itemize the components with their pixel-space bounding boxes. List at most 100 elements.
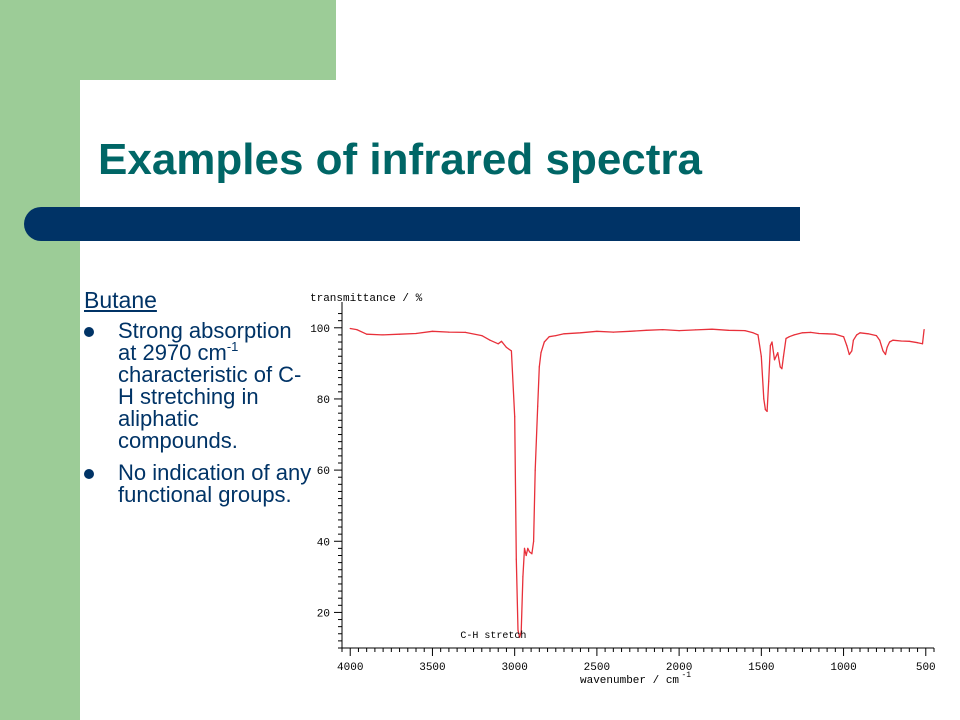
x-tick-label: 2000: [666, 662, 692, 674]
data-point: [525, 554, 527, 557]
data-point: [744, 330, 746, 332]
y-axis-label: transmittance / %: [310, 293, 423, 305]
data-point: [788, 336, 790, 338]
data-point: [431, 330, 433, 332]
data-point: [548, 336, 550, 338]
data-point: [766, 410, 768, 412]
data-point: [612, 331, 614, 333]
data-point: [884, 353, 887, 356]
data-point: [785, 337, 787, 340]
bullet-text: No indication of any functional groups.: [118, 460, 312, 507]
data-point: [846, 345, 848, 347]
data-point: [875, 335, 878, 337]
text-panel: Butane Strong absorption at 2970 cm-1 ch…: [84, 286, 314, 516]
data-point: [522, 576, 524, 578]
data-point: [533, 540, 535, 542]
y-tick-label: 60: [317, 466, 330, 478]
data-point: [497, 343, 499, 345]
x-tick-label: 2500: [584, 662, 610, 674]
data-point: [519, 636, 521, 638]
y-tick-label: 100: [310, 324, 330, 336]
data-point: [399, 333, 401, 335]
data-point: [867, 333, 869, 335]
y-tick-label: 40: [317, 537, 330, 549]
slide-title: Examples of infrared spectra: [98, 135, 703, 184]
data-point: [852, 339, 855, 341]
data-point: [527, 547, 529, 549]
data-point: [843, 336, 845, 338]
data-point: [505, 346, 507, 348]
data-point: [579, 332, 581, 334]
data-point: [892, 339, 894, 341]
spectrum-trace: [350, 327, 925, 638]
annotation-label: C-H stretch: [460, 630, 526, 642]
data-point: [534, 469, 536, 471]
data-point: [528, 551, 531, 553]
data-point: [500, 340, 503, 342]
bullet-text: Strong absorption at 2970 cm: [118, 318, 292, 365]
data-point: [515, 558, 517, 560]
data-point: [848, 353, 850, 356]
data-point: [834, 333, 836, 335]
axes: [334, 302, 935, 656]
data-point: [760, 355, 762, 357]
data-point: [771, 341, 773, 343]
x-tick-label: 1000: [830, 662, 856, 674]
data-point: [752, 332, 754, 334]
data-point: [695, 329, 697, 331]
x-tick-label: 3500: [419, 662, 445, 674]
data-point: [629, 330, 631, 332]
data-point: [882, 350, 884, 352]
top-band-decoration: [0, 0, 336, 80]
data-point: [764, 409, 766, 411]
data-point: [782, 355, 785, 357]
data-point: [563, 333, 565, 335]
data-point: [793, 334, 795, 336]
data-point: [757, 334, 759, 336]
data-point: [537, 405, 539, 407]
data-point: [879, 339, 881, 341]
data-point: [856, 334, 858, 336]
data-point: [763, 398, 765, 400]
data-point: [900, 340, 902, 342]
bullet-item: Strong absorption at 2970 cm-1 character…: [84, 320, 314, 452]
x-axis-label-superscript: -1: [682, 671, 692, 680]
data-point: [415, 332, 417, 335]
bullet-dot-icon: [84, 469, 94, 479]
spectrum-trace-layer: [349, 327, 925, 638]
data-point: [356, 329, 358, 331]
data-point: [851, 350, 853, 352]
data-point: [540, 352, 542, 354]
y-tick-label: 80: [317, 395, 330, 407]
superscript: -1: [226, 339, 239, 354]
data-point: [773, 359, 776, 361]
data-point: [481, 335, 483, 337]
data-point: [908, 340, 910, 342]
bullet-list: Strong absorption at 2970 cm-1 character…: [84, 320, 314, 506]
subhead: Butane: [84, 287, 157, 313]
x-tick-label: 500: [916, 662, 936, 674]
data-point: [489, 339, 491, 341]
labels: 20 40 60 80 100 4000 3500 3000 2500 2000 1500 1000 5…: [310, 293, 936, 687]
data-point: [366, 333, 368, 335]
sidebar-decoration: [0, 0, 80, 720]
y-tick-label: 20: [317, 608, 330, 620]
title-underline-bar: [24, 207, 800, 241]
bullet-item: No indication of any functional groups.: [84, 462, 314, 506]
ir-spectrum-chart: 20 40 60 80 100 4000 3500 3000 2500 2000 1500 1000 5…: [310, 293, 936, 687]
data-point: [678, 330, 680, 332]
bullet-dot-icon: [84, 327, 94, 337]
bullet-text-tail: characteristic of C-H stretching in alip…: [118, 362, 302, 453]
data-point: [382, 334, 384, 336]
data-point: [464, 331, 466, 333]
data-point: [555, 335, 557, 337]
data-point: [596, 330, 598, 332]
data-point: [768, 380, 770, 382]
data-point: [826, 333, 828, 335]
data-point: [781, 368, 783, 370]
data-point: [727, 329, 729, 331]
data-point: [777, 352, 779, 354]
data-point: [538, 366, 540, 368]
data-point: [645, 329, 647, 331]
data-point: [520, 631, 522, 633]
